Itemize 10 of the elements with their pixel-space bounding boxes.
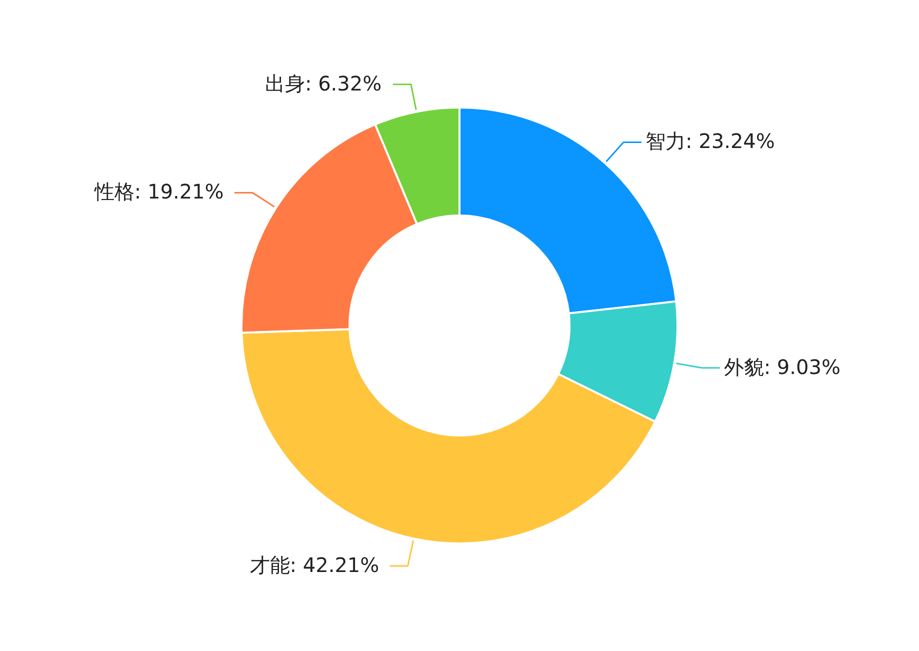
data-label: : 6.32% [304,71,382,96]
slice-label: 才能 [250,553,290,578]
slice-label: 性格 [93,180,134,204]
data-label: : 19.21% [134,180,224,204]
data-label: : 9.03% [764,354,840,379]
slice-label: 出身 [264,71,305,96]
slice-label: 外貌 [724,354,764,379]
slice-label: 智力 [646,129,686,154]
data-label: : 23.24% [686,129,775,154]
data-label: : 42.21% [290,553,380,578]
